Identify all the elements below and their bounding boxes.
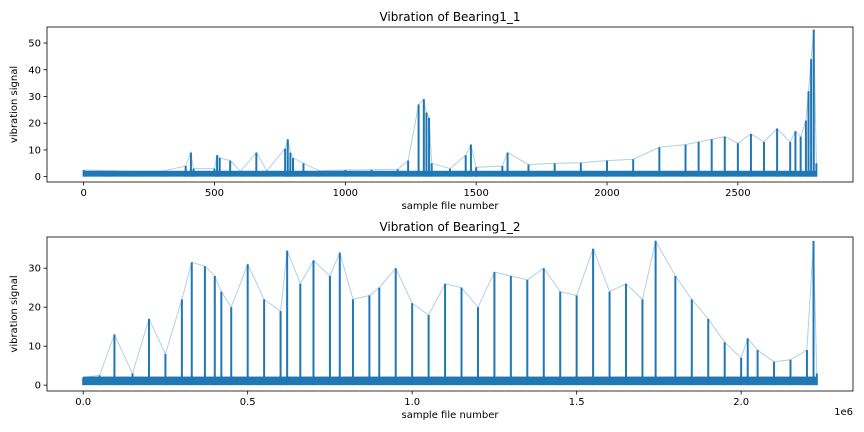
plot-frame (46, 26, 854, 183)
chart-title: Vibration of Bearing1_1 (379, 10, 520, 24)
y-tick-label: 20 (28, 303, 41, 314)
x-tick-label: 2500 (725, 188, 750, 199)
x-axis-label: sample file number (402, 201, 500, 212)
x-offset-label: 1e6 (834, 407, 853, 418)
series-line (83, 239, 818, 378)
series-layer (82, 239, 818, 386)
x-tick-label: 1.0 (404, 397, 420, 408)
y-tick-label: 10 (28, 145, 41, 156)
axis-ticks: 0 500 1000 1500 2000 2500 0 10 20 30 40 50 (28, 39, 750, 199)
y-tick-label: 50 (28, 39, 41, 50)
x-tick-label: 2000 (594, 188, 619, 199)
x-tick-label: 0 (80, 188, 86, 199)
x-tick-label: 0.5 (240, 397, 256, 408)
y-tick-label: 40 (28, 65, 41, 76)
series-line (83, 29, 817, 173)
x-tick-label: 1500 (463, 188, 488, 199)
y-tick-label: 10 (28, 342, 41, 353)
plot-frame (46, 236, 854, 392)
axis-ticks: 0.0 0.5 1.0 1.5 2.0 0 10 20 30 (28, 264, 749, 408)
series-baseline-band (83, 376, 817, 386)
chart-bearing1-2: Vibration of Bearing1_2 sample file numb… (9, 220, 854, 421)
series-layer (82, 29, 818, 177)
y-tick-label: 30 (28, 92, 41, 103)
y-axis-label: vibration signal (9, 66, 20, 143)
y-axis-label: vibration signal (9, 275, 20, 352)
x-tick-label: 0.0 (75, 397, 91, 408)
y-tick-label: 20 (28, 119, 41, 130)
x-tick-label: 2.0 (733, 397, 749, 408)
y-tick-label: 0 (35, 172, 41, 183)
x-axis-label: sample file number (402, 410, 500, 421)
chart-title: Vibration of Bearing1_2 (379, 220, 520, 234)
y-tick-label: 30 (28, 264, 41, 275)
chart-bearing1-1: Vibration of Bearing1_1 sample file numb… (9, 10, 854, 212)
y-tick-label: 0 (35, 381, 41, 392)
x-tick-label: 500 (205, 188, 224, 199)
x-tick-label: 1000 (333, 188, 358, 199)
x-tick-label: 1.5 (569, 397, 585, 408)
